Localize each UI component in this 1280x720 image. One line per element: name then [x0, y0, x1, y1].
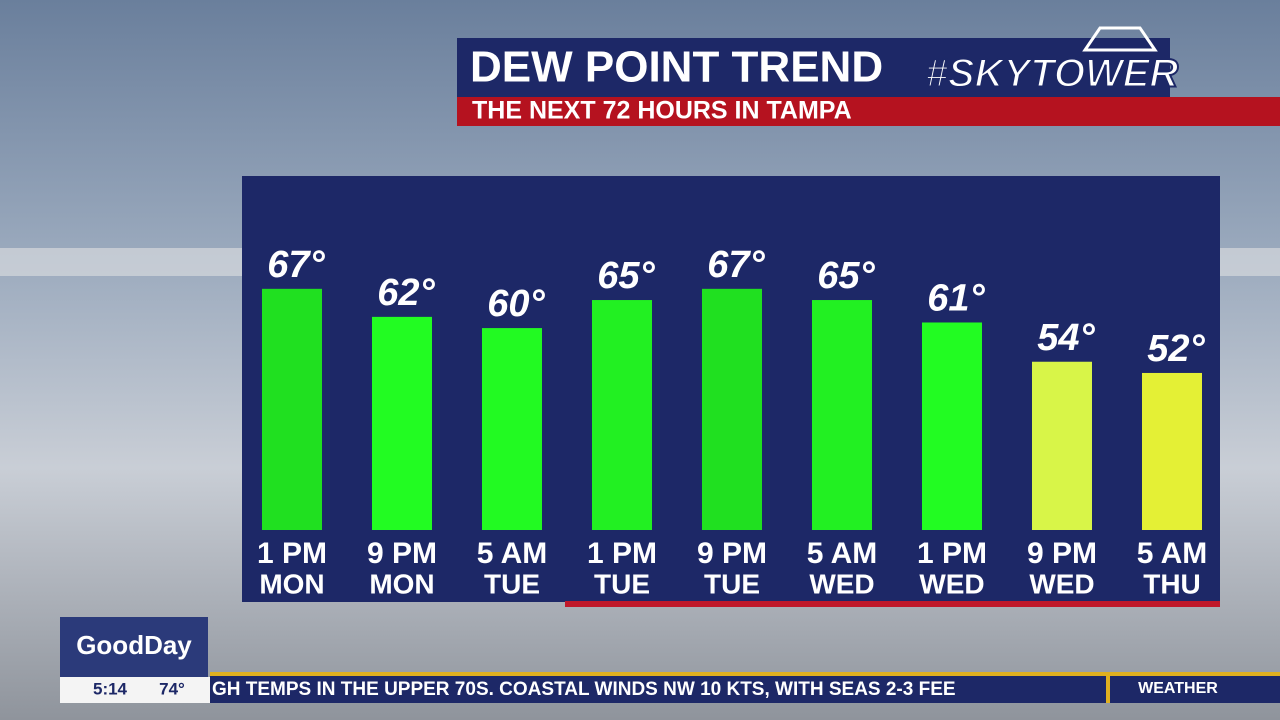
x-tick-label: 1 PM	[257, 537, 327, 570]
panel-accent	[565, 601, 1220, 607]
ticker-bar	[210, 676, 1280, 703]
bar	[372, 316, 432, 530]
bar	[812, 300, 872, 530]
x-tick-label: WED	[809, 568, 874, 599]
x-tick-label: 1 PM	[587, 537, 657, 570]
bar	[1142, 372, 1202, 530]
bar	[702, 288, 762, 530]
value-label: 62°	[377, 272, 435, 314]
x-tick-label: 1 PM	[917, 537, 987, 570]
ticker-text: GH TEMPS IN THE UPPER 70S. COASTAL WINDS…	[212, 679, 956, 700]
subtitle-box	[457, 97, 1280, 126]
value-label: 67°	[707, 244, 765, 286]
x-tick-label: THU	[1143, 568, 1201, 599]
x-tick-label: 5 AM	[807, 537, 878, 570]
logo-icon	[1082, 26, 1158, 52]
value-label: 52°	[1147, 328, 1205, 370]
x-tick-label: 5 AM	[477, 537, 548, 570]
x-tick-label: TUE	[594, 568, 650, 599]
x-tick-label: MON	[259, 568, 324, 599]
value-label: 60°	[487, 283, 545, 325]
ticker-divider	[1106, 676, 1110, 703]
x-tick-label: 9 PM	[1027, 537, 1097, 570]
ticker-section: WEATHER	[1138, 680, 1218, 697]
chart-subtitle: THE NEXT 72 HOURS IN TAMPA	[472, 97, 852, 125]
x-tick-label: 5 AM	[1137, 537, 1208, 570]
x-tick-label: WED	[919, 568, 984, 599]
value-label: 54°	[1037, 317, 1095, 359]
x-tick-label: TUE	[484, 568, 540, 599]
show-box	[60, 617, 208, 677]
show-name: GoodDay	[76, 630, 192, 660]
value-label: 61°	[927, 278, 985, 320]
x-tick-label: TUE	[704, 568, 760, 599]
chart-title: DEW POINT TREND	[470, 43, 883, 92]
value-label: 65°	[817, 255, 875, 297]
value-label: 67°	[267, 244, 325, 286]
clock-box	[60, 677, 210, 703]
x-tick-label: MON	[369, 568, 434, 599]
clock-temperature: 74°	[159, 679, 185, 698]
bar	[482, 328, 542, 530]
logo: #SKYTOWER	[926, 52, 1179, 96]
bar	[592, 300, 652, 530]
bar	[262, 288, 322, 530]
bar	[1032, 361, 1092, 530]
x-tick-label: 9 PM	[697, 537, 767, 570]
ticker-accent	[210, 672, 1280, 676]
bar	[922, 322, 982, 530]
x-tick-label: 9 PM	[367, 537, 437, 570]
clock-time: 5:14	[93, 679, 128, 698]
x-tick-label: WED	[1029, 568, 1094, 599]
title-box	[457, 38, 1170, 98]
value-label: 65°	[597, 255, 655, 297]
